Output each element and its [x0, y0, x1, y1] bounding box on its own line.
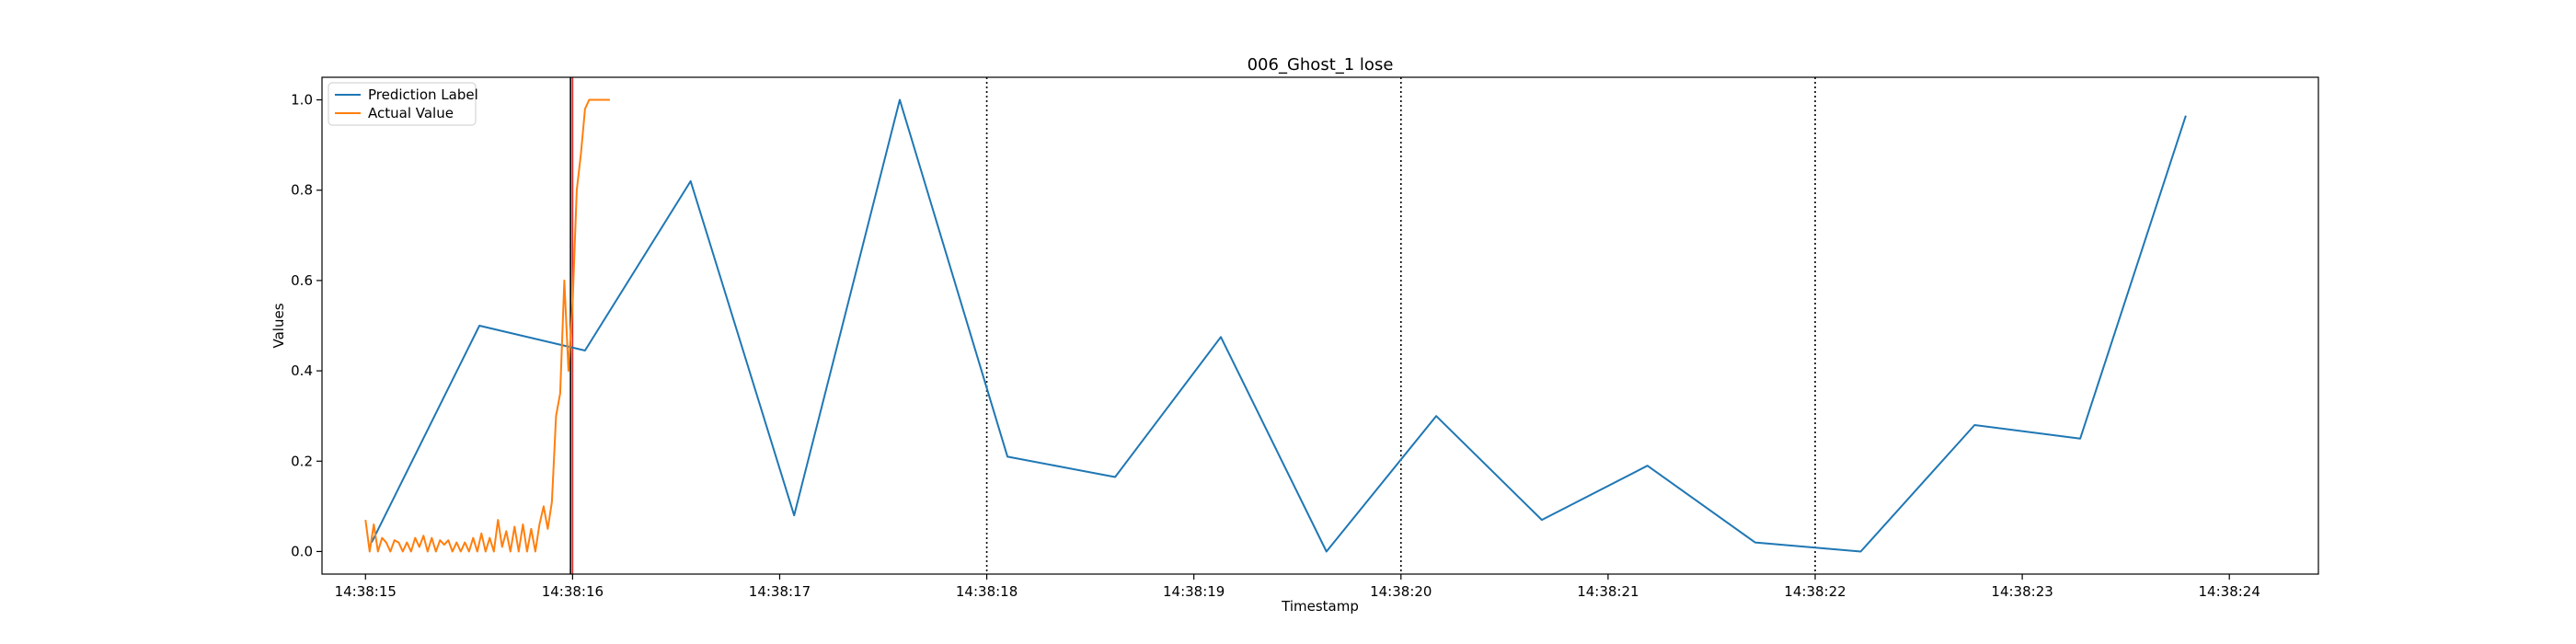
- y-tick-label: 0.8: [291, 182, 313, 199]
- legend-entry-prediction-label: Prediction Label: [368, 86, 478, 103]
- series-line-prediction-label: [371, 98, 2187, 553]
- series-layer: [364, 98, 2187, 553]
- y-tick-label: 1.0: [291, 92, 313, 109]
- x-axis-label: Timestamp: [1281, 598, 1359, 615]
- chart-title: 006_Ghost_1 lose: [1248, 55, 1394, 75]
- y-tick-label: 0.6: [291, 272, 313, 289]
- x-axis-ticks: 14:38:15 14:38:16 14:38:17 14:38:18 14:38:19…: [335, 574, 2260, 600]
- legend-box: [328, 82, 477, 126]
- legend-entry-actual-value: Actual Value: [368, 105, 454, 121]
- vertical-marker-lines: [569, 77, 1816, 574]
- x-tick-label: 14:38:21: [1577, 583, 1639, 600]
- x-tick-label: 14:38:20: [1370, 583, 1432, 600]
- y-tick-label: 0.4: [291, 362, 313, 379]
- x-tick-label: 14:38:16: [542, 583, 604, 600]
- x-tick-label: 14:38:15: [335, 583, 397, 600]
- plot-frame: [321, 76, 2319, 575]
- x-tick-label: 14:38:22: [1784, 583, 1846, 600]
- x-tick-label: 14:38:23: [1991, 583, 2053, 600]
- y-axis-ticks: 0.0 0.2 0.4 0.6 0.8 1.0: [291, 92, 322, 559]
- x-tick-label: 14:38:17: [749, 583, 811, 600]
- y-axis-label: Values: [270, 303, 287, 348]
- series-line-actual-value: [364, 98, 610, 553]
- legend: Prediction Label Actual Value: [328, 82, 478, 126]
- y-tick-label: 0.0: [291, 543, 313, 559]
- x-tick-label: 14:38:19: [1163, 583, 1225, 600]
- x-tick-label: 14:38:18: [956, 583, 1018, 600]
- x-tick-label: 14:38:24: [2199, 583, 2260, 600]
- y-tick-label: 0.2: [291, 453, 313, 469]
